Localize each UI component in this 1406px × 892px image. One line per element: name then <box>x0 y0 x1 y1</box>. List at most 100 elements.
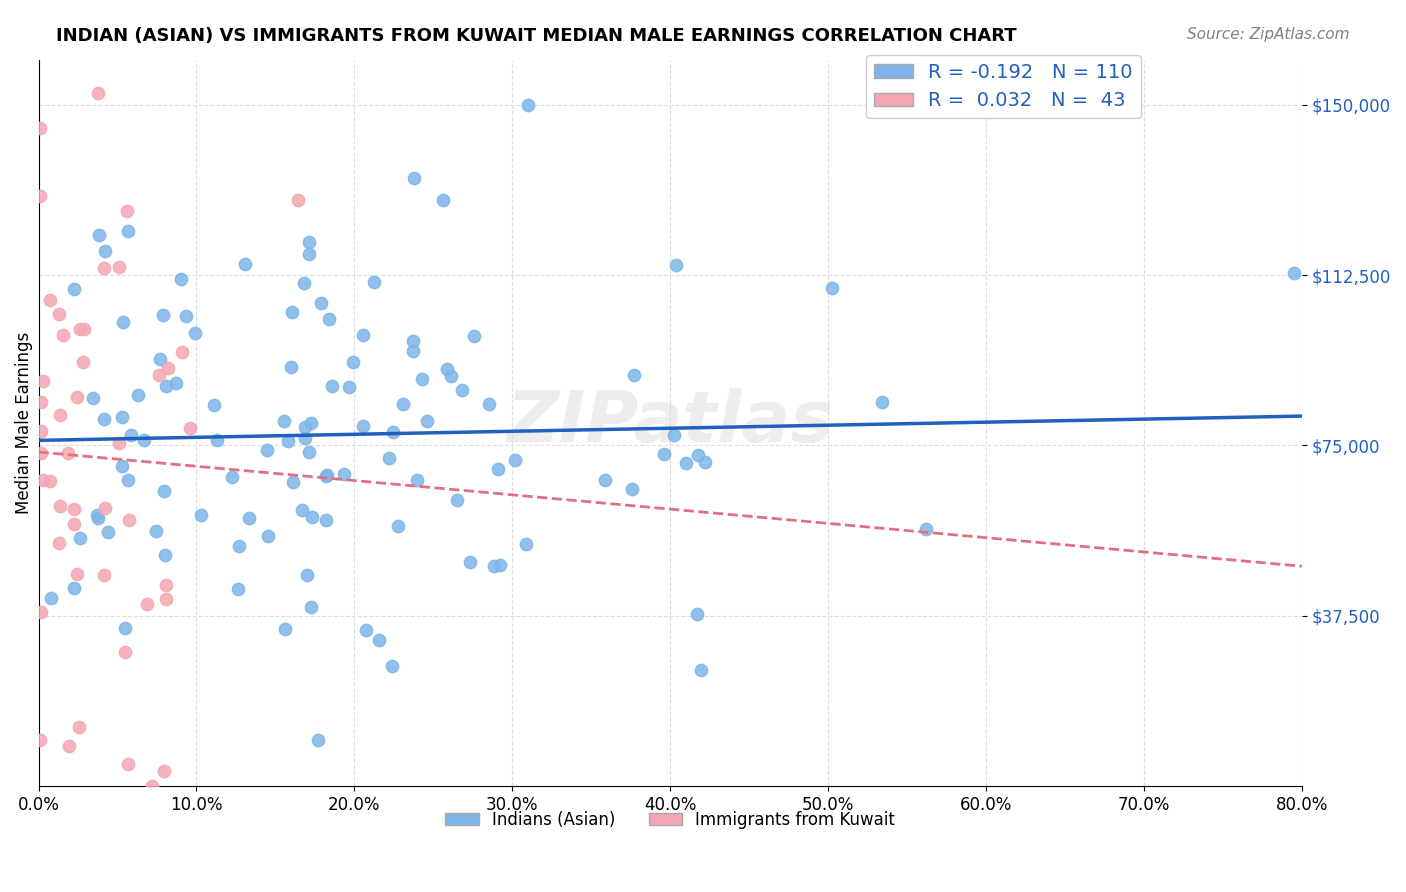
Point <box>307 733 329 747</box>
Point <box>478 397 501 411</box>
Point <box>299 599 322 614</box>
Point <box>114 645 136 659</box>
Point <box>93 261 115 276</box>
Point <box>48 307 70 321</box>
Point <box>111 315 134 329</box>
Point <box>515 537 537 551</box>
Point <box>460 555 482 569</box>
Point <box>402 344 425 359</box>
Point <box>174 310 197 324</box>
Point <box>517 98 540 112</box>
Point <box>148 368 170 382</box>
Point <box>148 351 170 366</box>
Point <box>315 468 337 483</box>
Point <box>115 204 138 219</box>
Point <box>155 578 177 592</box>
Point <box>136 598 159 612</box>
Point <box>111 410 134 425</box>
Point <box>63 502 86 516</box>
Point <box>120 427 142 442</box>
Point <box>94 501 117 516</box>
Point <box>48 536 70 550</box>
Point <box>451 383 474 397</box>
Point <box>256 442 278 457</box>
Point <box>94 244 117 258</box>
Point <box>82 391 104 405</box>
Point <box>32 374 55 388</box>
Point <box>342 355 364 369</box>
Point <box>321 378 343 392</box>
Point <box>30 425 52 439</box>
Point <box>32 473 55 487</box>
Point <box>277 434 299 449</box>
Point <box>352 419 374 434</box>
Point <box>52 328 75 343</box>
Point <box>118 513 141 527</box>
Point <box>406 473 429 487</box>
Point <box>38 293 60 307</box>
Point <box>387 519 409 533</box>
Text: ZIPatlas: ZIPatlas <box>506 388 834 458</box>
Point <box>62 517 84 532</box>
Point <box>281 304 304 318</box>
Point <box>354 623 377 637</box>
Point <box>309 296 332 310</box>
Point <box>664 258 686 272</box>
Point <box>440 369 463 384</box>
Point <box>73 321 96 335</box>
Point <box>72 355 94 369</box>
Point <box>152 308 174 322</box>
Point <box>489 558 512 572</box>
Point <box>111 458 134 473</box>
Point <box>38 474 60 488</box>
Point <box>294 431 316 445</box>
Point <box>117 474 139 488</box>
Point <box>127 388 149 402</box>
Point <box>291 503 314 517</box>
Point <box>368 632 391 647</box>
Point <box>30 120 52 135</box>
Point <box>915 522 938 536</box>
Point <box>179 421 201 435</box>
Point <box>1282 266 1305 280</box>
Point <box>155 379 177 393</box>
Point <box>93 412 115 426</box>
Point <box>66 390 89 404</box>
Point <box>69 322 91 336</box>
Point <box>392 396 415 410</box>
Point <box>280 359 302 374</box>
Point <box>205 433 228 447</box>
Point <box>316 467 339 482</box>
Point <box>382 425 405 440</box>
Point <box>238 511 260 525</box>
Point <box>39 591 62 606</box>
Point <box>30 188 52 202</box>
Point <box>482 559 505 574</box>
Point <box>184 326 207 340</box>
Point <box>67 720 90 734</box>
Point <box>30 605 52 619</box>
Point <box>165 376 187 390</box>
Point <box>695 455 717 469</box>
Point <box>58 739 80 754</box>
Point <box>152 764 174 779</box>
Point <box>155 592 177 607</box>
Point <box>486 462 509 476</box>
Point <box>675 456 697 470</box>
Point <box>108 435 131 450</box>
Point <box>337 380 360 394</box>
Point <box>298 445 321 459</box>
Point <box>89 227 111 242</box>
Point <box>30 445 52 459</box>
Point <box>66 566 89 581</box>
Point <box>283 475 305 489</box>
Point <box>294 419 316 434</box>
Point <box>686 448 709 462</box>
Point <box>299 416 322 430</box>
Point <box>63 282 86 296</box>
Point <box>402 170 425 185</box>
Point <box>170 344 193 359</box>
Point <box>870 394 893 409</box>
Point <box>235 257 257 271</box>
Point <box>432 193 454 207</box>
